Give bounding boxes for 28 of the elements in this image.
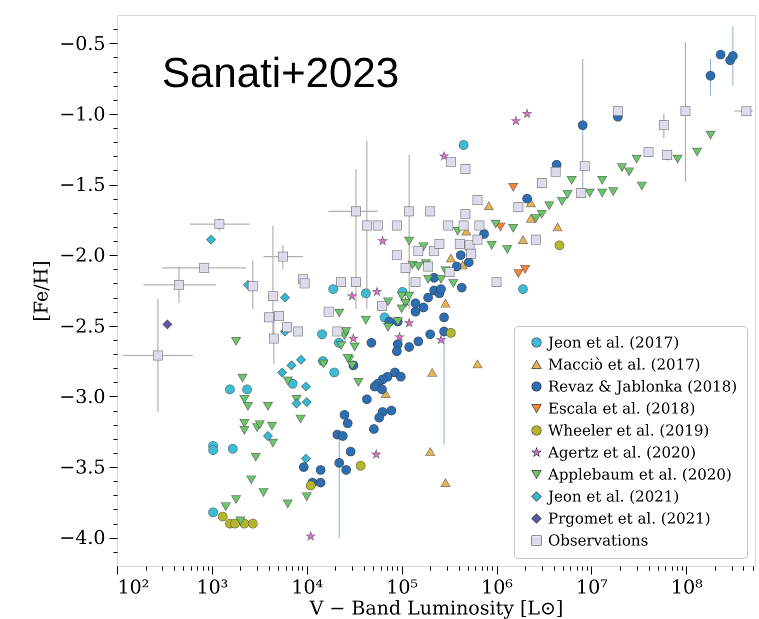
x-tick-label: 10⁷	[576, 576, 608, 598]
y-tick-label: −2.5	[59, 315, 106, 338]
y-tick-label: −2.0	[59, 244, 106, 267]
legend-label: Jeon et al. (2021)	[546, 488, 680, 506]
y-tick-label: −1.5	[59, 174, 106, 196]
x-tick-label: 10⁶	[481, 576, 514, 598]
legend-label: Observations	[548, 532, 648, 550]
legend-label: Prgomet et al. (2021)	[548, 510, 711, 528]
x-axis-title: V − Band Luminosity [L⊙]	[308, 598, 564, 619]
y-tick-label: −1.0	[59, 103, 106, 126]
legend-label: Revaz & Jablonka (2018)	[548, 378, 738, 396]
legend-label: Jeon et al. (2017)	[546, 334, 680, 352]
y-tick-label: −0.5	[59, 32, 106, 55]
y-tick-label: −3.0	[59, 386, 106, 408]
y-axis-title: [Fe/H]	[30, 260, 52, 322]
legend-label: Applebaum et al. (2020)	[547, 466, 732, 484]
y-tick-label: −4.0	[59, 527, 106, 550]
x-tick-label: 10⁸	[670, 576, 704, 598]
x-tick-label: 10⁵	[386, 576, 418, 598]
legend-label: Agertz et al. (2020)	[547, 444, 696, 462]
y-tick-label: −3.5	[59, 456, 106, 479]
legend-label: Escala et al. (2018)	[548, 400, 696, 418]
x-tick-label: 10³	[196, 576, 228, 598]
legend-label: Macciò et al. (2017)	[548, 356, 701, 374]
legend-label: Wheeler et al. (2019)	[548, 422, 710, 440]
annotation: Sanati+2023	[162, 49, 400, 96]
x-tick-label: 10²	[118, 576, 150, 598]
x-tick-label: 10⁴	[291, 576, 324, 598]
